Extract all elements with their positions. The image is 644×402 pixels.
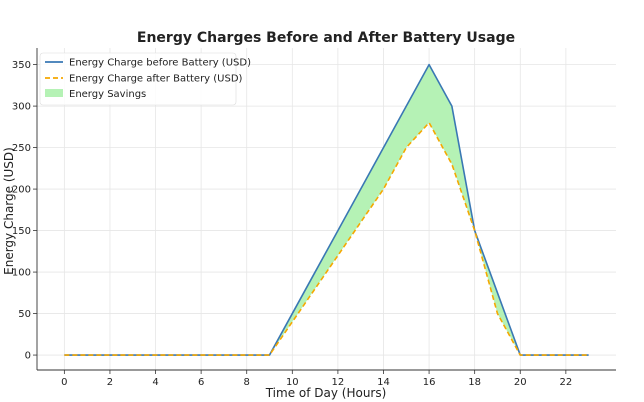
x-tick-label: 20 bbox=[514, 377, 527, 388]
legend-label-after: Energy Charge after Battery (USD) bbox=[69, 74, 243, 85]
y-tick-label: 100 bbox=[12, 268, 31, 279]
axes bbox=[36, 48, 616, 371]
series-layer bbox=[64, 63, 589, 356]
legend-label-before: Energy Charge before Battery (USD) bbox=[69, 58, 251, 69]
legend-item-savings: Energy Savings bbox=[45, 89, 146, 100]
legend-label-savings: Energy Savings bbox=[69, 89, 146, 100]
y-tick-label: 300 bbox=[12, 102, 31, 113]
y-tick-label: 0 bbox=[25, 351, 31, 362]
x-tick-label: 16 bbox=[423, 377, 436, 388]
x-tick-label: 6 bbox=[198, 377, 204, 388]
ticks: 0 2 4 6 8 10 12 14 16 18 20 22 0 50 100 150 200 250 300 350 bbox=[12, 60, 572, 388]
savings-fill bbox=[64, 64, 589, 356]
series-line-after bbox=[64, 121, 589, 356]
chart-title: Energy Charges Before and After Battery … bbox=[137, 30, 515, 46]
series-line-before bbox=[64, 63, 589, 356]
y-tick-label: 200 bbox=[12, 185, 31, 196]
x-tick-label: 10 bbox=[286, 377, 299, 388]
legend: Energy Charge before Battery (USD) Energ… bbox=[39, 52, 251, 106]
legend-item-before: Energy Charge before Battery (USD) bbox=[45, 58, 251, 69]
x-tick-label: 14 bbox=[377, 377, 390, 388]
x-tick-label: 8 bbox=[244, 377, 250, 388]
x-tick-label: 2 bbox=[107, 377, 113, 388]
savings-fill-layer bbox=[64, 64, 589, 356]
y-axis-label: Energy Charge (USD) bbox=[2, 147, 16, 275]
x-tick-label: 0 bbox=[61, 377, 67, 388]
legend-swatch-savings bbox=[45, 89, 63, 97]
y-tick-label: 350 bbox=[12, 60, 31, 71]
x-tick-label: 18 bbox=[468, 377, 481, 388]
y-tick-label: 150 bbox=[12, 226, 31, 237]
legend-item-after: Energy Charge after Battery (USD) bbox=[45, 74, 243, 85]
y-tick-label: 50 bbox=[18, 309, 31, 320]
x-axis-label: Time of Day (Hours) bbox=[265, 386, 387, 400]
x-tick-label: 12 bbox=[332, 377, 345, 388]
y-tick-label: 250 bbox=[12, 143, 31, 154]
x-tick-label: 22 bbox=[559, 377, 572, 388]
x-tick-label: 4 bbox=[152, 377, 158, 388]
